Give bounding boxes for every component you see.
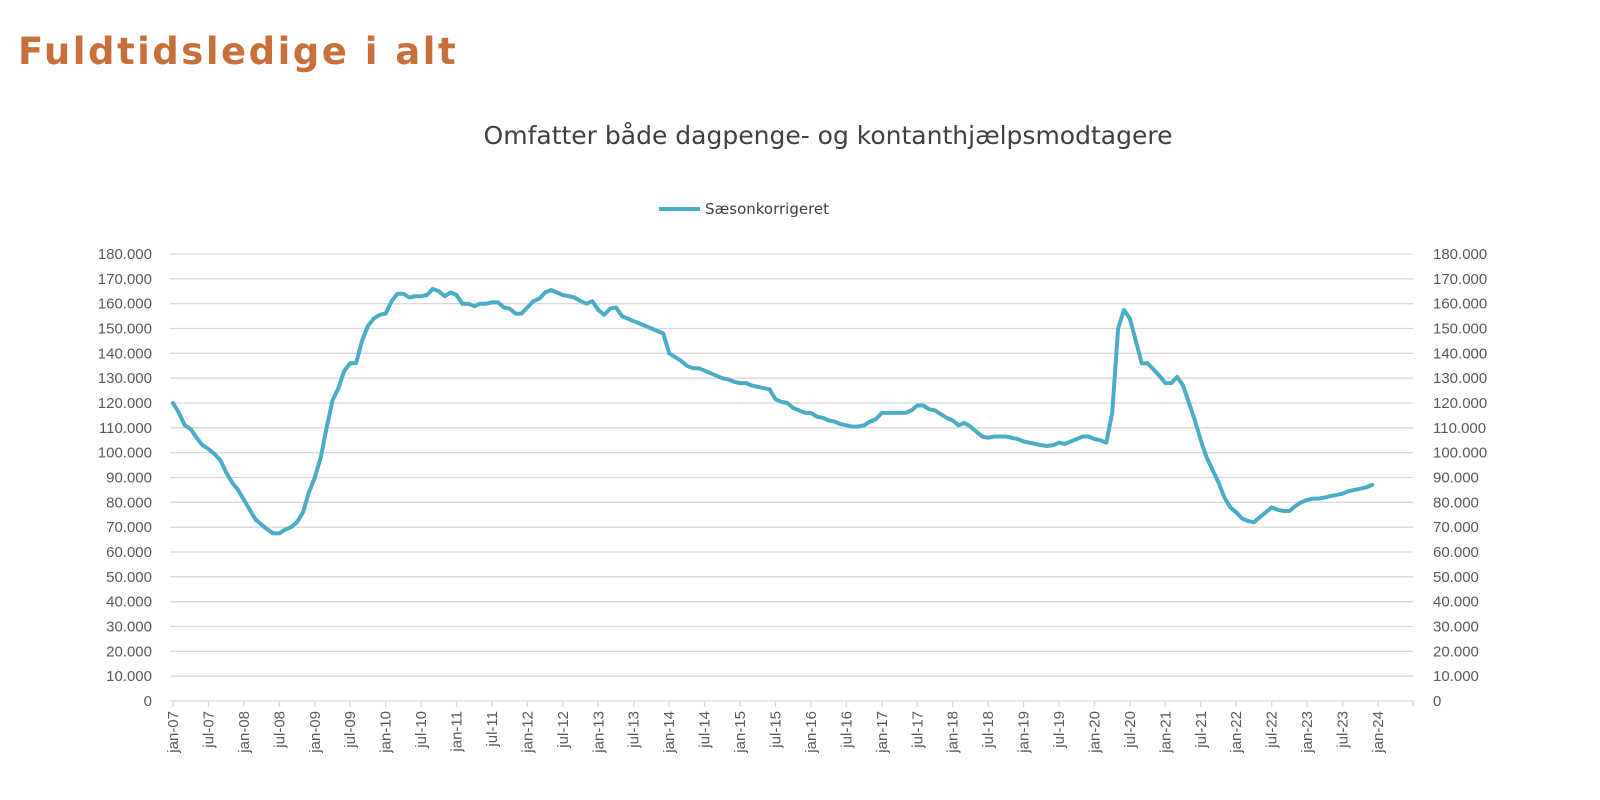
x-tick-label: jan-19 [1016, 711, 1033, 754]
page-title: Fuldtidsledige i alt [18, 30, 459, 73]
y-tick-label-left: 120.000 [98, 395, 152, 412]
y-tick-label-right: 130.000 [1433, 370, 1487, 387]
y-tick-label-right: 30.000 [1433, 619, 1479, 636]
y-tick-label-left: 140.000 [98, 345, 152, 362]
y-tick-label-right: 160.000 [1433, 296, 1487, 313]
y-tick-label-right: 10.000 [1433, 668, 1479, 685]
y-tick-label-right: 80.000 [1433, 494, 1479, 511]
gridlines [170, 253, 1413, 702]
x-tick-label: jul-13 [626, 711, 643, 749]
x-tick-label: jul-10 [413, 711, 430, 749]
x-tick-label: jul-14 [697, 711, 714, 749]
x-tick-label: jul-22 [1264, 711, 1281, 749]
x-tick-label: jul-07 [200, 711, 217, 749]
y-tick-label-left: 60.000 [106, 544, 152, 561]
x-tick-label: jan-21 [1157, 711, 1174, 754]
y-tick-label-left: 110.000 [99, 420, 152, 437]
x-tick-label: jan-20 [1086, 711, 1103, 754]
x-tick-label: jan-07 [165, 711, 182, 754]
y-tick-label-right: 180.000 [1433, 246, 1487, 263]
x-tick-label: jan-08 [236, 711, 253, 754]
legend-label: Sæsonkorrigeret [705, 200, 829, 218]
y-tick-label-left: 170.000 [98, 271, 152, 288]
x-tick-label: jul-19 [1051, 711, 1068, 749]
y-tick-label-right: 70.000 [1433, 519, 1479, 536]
x-tick-label: jan-16 [803, 711, 820, 754]
x-tick-label: jan-22 [1228, 711, 1245, 754]
y-tick-label-right: 140.000 [1433, 345, 1487, 362]
x-tick-label: jan-13 [590, 711, 607, 754]
x-tick-label: jul-15 [768, 711, 785, 749]
chart-title: Omfatter både dagpenge- og kontanthjælps… [484, 121, 1173, 150]
x-tick-label: jul-08 [271, 711, 288, 749]
y-tick-label-left: 0 [144, 693, 152, 710]
x-tick-label: jan-23 [1299, 711, 1316, 754]
x-tick-label: jul-12 [555, 711, 572, 749]
x-tick-label: jan-12 [519, 711, 536, 754]
y-tick-label-left: 10.000 [106, 668, 152, 685]
y-tick-label-left: 150.000 [98, 321, 152, 338]
x-tick-label: jan-15 [732, 711, 749, 754]
y-tick-label-left: 90.000 [106, 470, 152, 487]
y-tick-label-right: 100.000 [1433, 445, 1487, 462]
y-tick-label-left: 50.000 [106, 569, 152, 586]
y-tick-label-right: 110.000 [1433, 420, 1486, 437]
x-tick-label: jan-10 [378, 711, 395, 754]
x-tick-label: jul-20 [1122, 711, 1139, 749]
x-tick-label: jan-18 [945, 711, 962, 754]
x-axis: jan-07 jul-07 jan-08 jul-08 jan-09 jul-09 jan-… [165, 701, 1415, 754]
x-tick-label: jul-18 [980, 711, 997, 749]
y-tick-label-right: 40.000 [1433, 594, 1479, 611]
y-tick-label-left: 40.000 [106, 594, 152, 611]
y-tick-label-left: 180.000 [98, 246, 152, 263]
x-tick-label: jul-21 [1193, 711, 1210, 749]
series-saesonkorrigeret [171, 286, 1375, 536]
y-tick-label-left: 20.000 [106, 643, 152, 660]
x-tick-label: jan-11 [449, 711, 466, 753]
x-tick-label: jan-17 [874, 711, 891, 754]
x-tick-label: jul-09 [342, 711, 359, 749]
y-tick-label-right: 50.000 [1433, 569, 1479, 586]
legend: Sæsonkorrigeret [659, 200, 829, 218]
y-tick-label-right: 150.000 [1433, 321, 1487, 338]
y-tick-label-left: 160.000 [98, 296, 152, 313]
x-tick-label: jul-11 [484, 711, 501, 748]
x-tick-label: jul-16 [838, 711, 855, 749]
y-tick-label-right: 120.000 [1433, 395, 1487, 412]
y-tick-label-right: 170.000 [1433, 271, 1487, 288]
y-tick-label-right: 20.000 [1433, 643, 1479, 660]
y-tick-label-left: 100.000 [98, 445, 152, 462]
x-tick-label: jan-09 [307, 711, 324, 754]
y-tick-label-right: 0 [1433, 693, 1441, 710]
series-line [171, 286, 1375, 536]
y-tick-label-right: 60.000 [1433, 544, 1479, 561]
x-tick-label: jan-14 [661, 711, 678, 754]
y-tick-label-left: 30.000 [106, 619, 152, 636]
y-tick-label-left: 130.000 [98, 370, 152, 387]
y-axis-left: 0 10.000 20.000 30.000 40.000 50.000 60.000 70.… [98, 246, 152, 710]
y-tick-label-left: 70.000 [106, 519, 152, 536]
y-tick-label-left: 80.000 [106, 494, 152, 511]
x-tick-label: jan-24 [1370, 711, 1387, 754]
x-tick-label: jul-17 [909, 711, 926, 749]
x-tick-label: jul-23 [1335, 711, 1352, 749]
y-tick-label-right: 90.000 [1433, 470, 1479, 487]
y-axis-right: 0 10.000 20.000 30.000 40.000 50.000 60.000 70.… [1433, 246, 1487, 710]
